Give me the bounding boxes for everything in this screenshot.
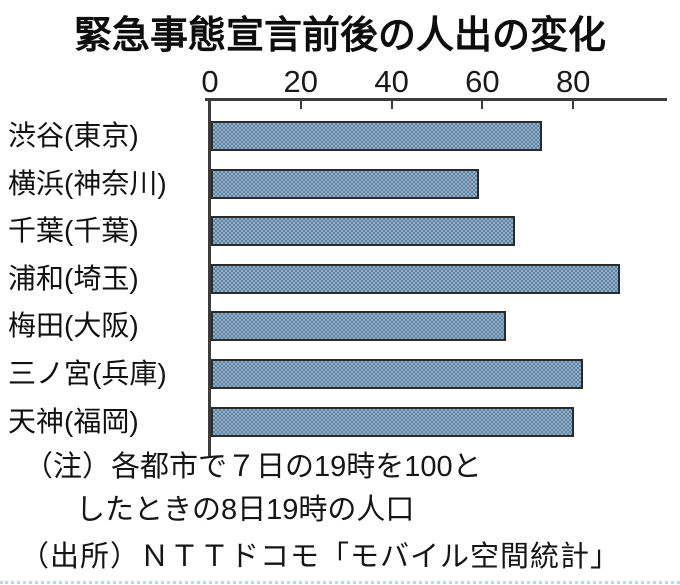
- chart-title: 緊急事態宣言前後の人出の変化: [73, 15, 606, 57]
- x-tick-label: 0: [201, 64, 219, 99]
- footnote-line-1: （注）各都市で７日の19時を100と: [24, 451, 482, 483]
- category-label: 千葉(千葉): [8, 215, 139, 247]
- x-axis-tick: [390, 101, 393, 109]
- footnote-line-2: したときの8日19時の人口: [76, 494, 415, 526]
- bar-天神(福岡): [211, 406, 575, 437]
- bar-横浜(神奈川): [211, 168, 479, 199]
- x-axis-tick: [481, 101, 484, 109]
- category-label: 渋谷(東京): [8, 120, 139, 151]
- x-axis-line: [205, 98, 667, 101]
- bar-千葉(千葉): [211, 216, 516, 247]
- x-axis-tick: [209, 101, 211, 109]
- bar-梅田(大阪): [211, 311, 507, 342]
- x-axis-tick: [299, 101, 302, 109]
- clipping-edge-dotted: [0, 581, 680, 584]
- y-axis-line: [208, 98, 211, 456]
- category-label: 浦和(埼玉): [8, 262, 139, 294]
- category-label: 梅田(大阪): [8, 310, 139, 342]
- x-tick-label: 20: [283, 64, 319, 99]
- category-labels: 渋谷(東京) 横浜(神奈川) 千葉(千葉) 浦和(埼玉) 梅田(大阪) 三ノ宮(兵庫) 天神…: [8, 100, 208, 456]
- bar-三ノ宮(兵庫): [211, 359, 584, 389]
- category-label: 三ノ宮(兵庫): [8, 358, 167, 389]
- bar-浦和(埼玉): [211, 263, 620, 294]
- x-axis-tick: [572, 101, 575, 109]
- category-label: 横浜(神奈川): [8, 167, 167, 199]
- x-tick-label: 60: [465, 64, 500, 99]
- bar-渋谷(東京): [211, 121, 543, 151]
- plot-area: 0 20 40 60 80: [201, 64, 667, 456]
- x-tick-label: 40: [374, 64, 409, 99]
- x-tick-label: 80: [555, 64, 591, 99]
- category-label: 天神(福岡): [8, 405, 139, 437]
- source-attribution: （出所）ＮＴＴドコモ「モバイル空間統計」: [20, 541, 621, 573]
